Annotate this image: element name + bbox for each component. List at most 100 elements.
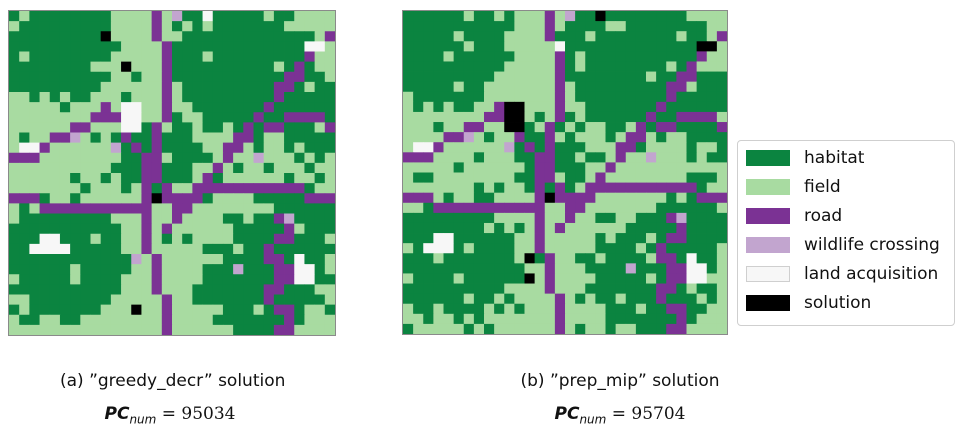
grid-cell-habitat (253, 213, 265, 225)
grid-cell-road (494, 202, 505, 214)
grid-cell-habitat (403, 11, 414, 22)
grid-cell-road (29, 152, 40, 164)
grid-cell-field (192, 132, 203, 144)
grid-cell-habitat (625, 11, 637, 22)
grid-cell-habitat (324, 132, 335, 144)
grid-cell-wildlife-crossing (504, 142, 515, 153)
grid-cell-field (463, 293, 475, 305)
grid-cell-land-acquisition (121, 102, 132, 113)
grid-cell-habitat (80, 274, 91, 285)
grid-cell-field (49, 112, 61, 123)
grid-cell-road (263, 183, 275, 194)
grid-cell-habitat (635, 51, 647, 62)
grid-cell-habitat (263, 71, 275, 83)
grid-cell-road (263, 284, 275, 295)
grid-cell-road (141, 213, 153, 225)
grid-cell-habitat (494, 283, 505, 295)
grid-cell-field (161, 254, 173, 265)
grid-cell-land-acquisition (59, 243, 71, 255)
grid-cell-field (615, 21, 627, 32)
grid-cell-field (19, 102, 30, 113)
grid-cell-solution (504, 111, 515, 123)
grid-cell-field (524, 283, 536, 295)
grid-cell-habitat (646, 313, 657, 325)
grid-cell-habitat (253, 193, 265, 204)
grid-cell-field (585, 31, 596, 42)
grid-cell-field (565, 303, 576, 315)
grid-cell-field (433, 152, 444, 163)
grid-cell-habitat (59, 254, 71, 265)
grid-cell-habitat (635, 323, 647, 334)
grid-cell-field (243, 152, 254, 164)
grid-cell-habitat (90, 294, 102, 306)
grid-cell-road (151, 162, 163, 174)
grid-cell-field (615, 212, 627, 224)
grid-cell-habitat (284, 284, 295, 295)
grid-cell-habitat (453, 41, 465, 52)
grid-cell-field (192, 304, 203, 316)
grid-cell-field (646, 162, 657, 173)
grid-cell-habitat (686, 142, 698, 153)
grid-cell-habitat (263, 51, 275, 63)
grid-cell-field (716, 202, 727, 214)
grid-cell-habitat (585, 263, 596, 274)
grid-cell-field (514, 71, 525, 83)
grid-cell-road (141, 203, 153, 214)
grid-cell-habitat (202, 193, 214, 204)
grid-cell-field (514, 41, 525, 52)
grid-cell-habitat (504, 233, 515, 244)
metric-symbol: PC (554, 404, 580, 424)
grid-cell-field (212, 142, 224, 154)
grid-cell-habitat (39, 11, 51, 22)
grid-cell-field (59, 173, 71, 184)
grid-cell-road (666, 303, 677, 315)
grid-cell-field (49, 314, 61, 326)
grid-cell-field (182, 112, 193, 123)
grid-cell-habitat (304, 213, 316, 225)
grid-cell-habitat (100, 264, 112, 275)
grid-cell-field (463, 243, 475, 254)
grid-cell-field (544, 233, 556, 244)
grid-cell-field (646, 132, 657, 143)
grid-cell-field (716, 293, 727, 305)
grid-cell-road (253, 112, 265, 123)
grid-cell-road (161, 223, 173, 235)
grid-cell-habitat (202, 264, 214, 275)
grid-cell-habitat (243, 51, 254, 63)
grid-cell-field (534, 293, 546, 305)
grid-cell-habitat (625, 222, 637, 234)
grid-cell-field (121, 11, 132, 22)
grid-cell-habitat (212, 41, 224, 52)
grid-cell-field (202, 304, 214, 316)
grid-cell-habitat (19, 71, 30, 83)
grid-cell-habitat (494, 253, 505, 264)
grid-cell-field (161, 213, 173, 225)
grid-cell-habitat (29, 223, 40, 235)
grid-cell-field (423, 122, 434, 133)
grid-cell-wildlife-crossing (131, 254, 142, 265)
grid-cell-habitat (182, 162, 193, 174)
grid-cell-field (544, 243, 556, 254)
legend-label: land acquisition (804, 264, 939, 284)
grid-cell-habitat (284, 243, 295, 255)
grid-cell-field (544, 111, 556, 123)
grid-cell-field (233, 173, 244, 184)
grid-cell-habitat (19, 233, 30, 245)
grid-cell-habitat (595, 71, 606, 83)
legend-item-field: field (746, 176, 841, 198)
grid-cell-habitat (253, 233, 265, 245)
grid-cell-habitat (263, 41, 275, 52)
grid-cell-field (595, 313, 606, 325)
grid-cell-habitat (716, 212, 727, 224)
grid-cell-road (534, 212, 546, 224)
grid-cell-habitat (182, 31, 193, 42)
grid-cell-habitat (222, 314, 234, 326)
grid-cell-field (161, 203, 173, 214)
grid-cell-habitat (253, 132, 265, 144)
grid-cell-field (263, 173, 275, 184)
grid-cell-road (141, 183, 153, 194)
grid-cell-habitat (19, 264, 30, 275)
grid-cell-field (314, 122, 326, 133)
grid-cell-field (70, 142, 81, 154)
grid-cell-habitat (413, 253, 424, 264)
